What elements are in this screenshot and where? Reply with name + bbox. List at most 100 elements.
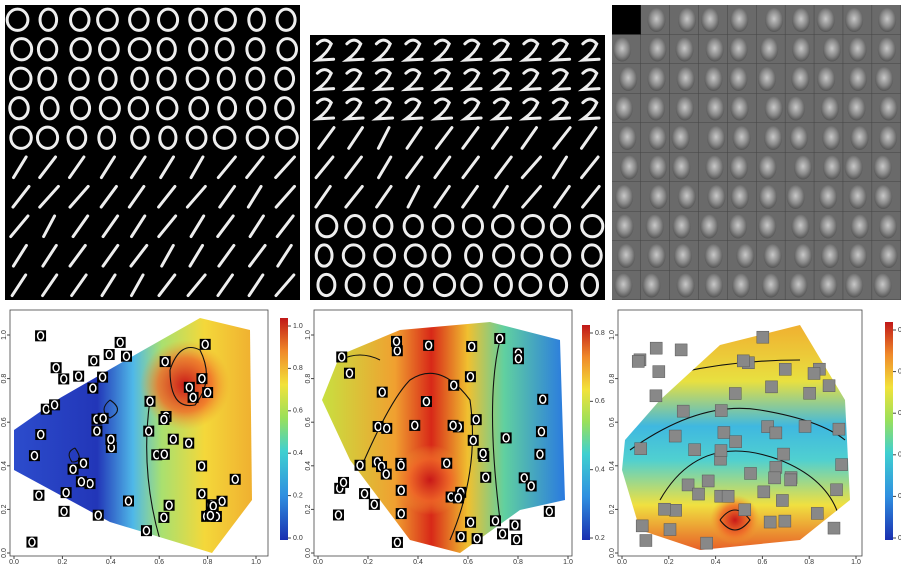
x-tick-label: 0.4 (413, 559, 423, 566)
image-marker (423, 339, 435, 351)
digit-zero (461, 214, 485, 239)
digit-zero (212, 125, 237, 150)
face (647, 8, 666, 32)
colorbar-tick-label: 0 (898, 410, 901, 417)
y-tick-label: 0.6 (305, 417, 312, 427)
image-marker (639, 534, 653, 547)
contour-line (359, 372, 474, 541)
image-marker (455, 531, 467, 543)
image-marker (534, 448, 546, 460)
colorbar-tick-label: 0.2 (595, 535, 605, 542)
image-marker-glyph (37, 429, 45, 440)
image-marker (183, 381, 195, 393)
heatmap-region (322, 322, 565, 553)
image-marker-glyph (514, 353, 523, 364)
digit-two (577, 38, 601, 62)
digit-one (10, 273, 28, 298)
image-marker-glyph (146, 396, 154, 407)
image-marker (765, 380, 778, 394)
digit-one (551, 155, 568, 180)
image-marker (91, 413, 103, 425)
image-marker (73, 370, 85, 382)
image-marker (447, 419, 459, 431)
image-marker (692, 487, 705, 501)
face (764, 96, 783, 121)
image-marker (807, 367, 821, 380)
image-marker-glyph (209, 501, 217, 511)
face (615, 185, 634, 209)
digit-one (274, 273, 296, 298)
face (759, 185, 778, 209)
image-marker (757, 485, 771, 499)
colorbar-tick-label: 0 (898, 535, 901, 542)
image-marker-glyph (511, 520, 519, 530)
digit-one (521, 184, 543, 209)
face (819, 273, 838, 298)
digit-one (68, 184, 90, 209)
image-marker (714, 444, 728, 457)
digit-one (377, 155, 393, 180)
image-marker-glyph (124, 496, 133, 506)
digit-two (371, 38, 395, 62)
face (736, 244, 755, 268)
digit-zero (275, 125, 299, 150)
face (817, 67, 836, 91)
face (761, 273, 780, 298)
image-marker-glyph (165, 500, 173, 510)
image-marker-glyph (454, 493, 463, 503)
digit-one (274, 184, 296, 209)
digit-two (548, 38, 572, 62)
image-marker-glyph (449, 420, 457, 431)
digit-one (406, 184, 421, 209)
image-marker (494, 332, 506, 344)
image-marker (338, 476, 350, 488)
digit-two (577, 97, 601, 121)
digit-one (248, 214, 265, 239)
image-marker (336, 351, 348, 363)
digit-one (157, 184, 177, 209)
digit-zero (69, 37, 92, 62)
image-marker-glyph (90, 356, 98, 366)
face (877, 37, 896, 62)
face (642, 273, 661, 298)
image-marker (776, 494, 789, 507)
image-marker (372, 420, 384, 432)
digit-zero (373, 243, 397, 268)
face (705, 155, 724, 180)
digit-one (344, 155, 363, 180)
image-marker (187, 391, 199, 403)
face (729, 155, 748, 180)
image-marker (58, 373, 70, 385)
digit-two (341, 68, 365, 92)
image-marker-glyph (59, 374, 68, 384)
image-marker-glyph (189, 392, 197, 403)
image-marker (75, 476, 87, 488)
x-tick-label: 0.6 (758, 559, 768, 566)
image-marker (777, 447, 790, 461)
image-marker (343, 367, 355, 379)
face (789, 273, 808, 298)
image-marker-glyph (473, 533, 481, 544)
image-marker (332, 509, 344, 521)
face (791, 8, 810, 32)
image-marker-glyph (201, 339, 209, 350)
digit-two (548, 97, 572, 121)
digit-zero (8, 96, 30, 121)
x-tick-label: 1.0 (251, 559, 261, 566)
digit-zero (247, 7, 266, 32)
image-marker (778, 363, 792, 376)
image-marker (196, 460, 208, 472)
digit-zero (98, 37, 120, 62)
y-tick-label: 1.0 (1, 330, 8, 340)
x-tick-label: 0.2 (363, 559, 373, 566)
digit-two (400, 38, 424, 62)
digit-zero (39, 96, 60, 121)
y-tick-label: 0.6 (1, 417, 8, 427)
face (763, 244, 782, 268)
image-marker (376, 461, 388, 473)
face (705, 37, 724, 62)
digit-one (99, 184, 118, 209)
image-marker (167, 433, 179, 445)
face (873, 155, 892, 180)
image-marker-glyph (472, 414, 480, 425)
